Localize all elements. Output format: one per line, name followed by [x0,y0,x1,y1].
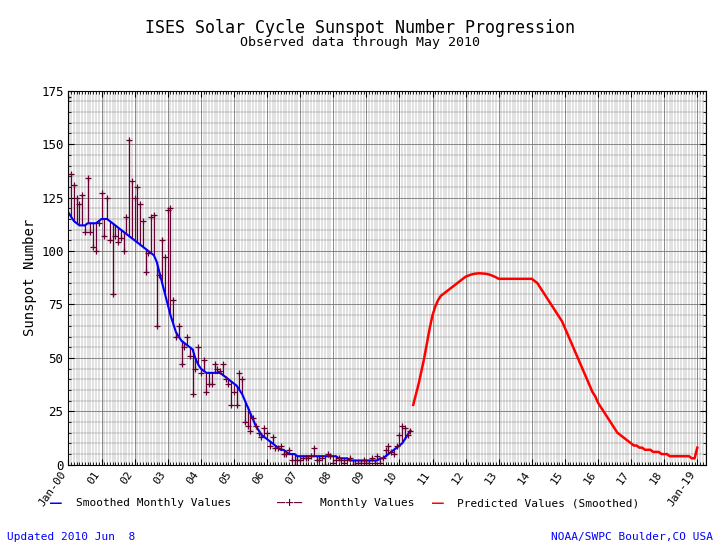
Text: NOAA/SWPC Boulder,CO USA: NOAA/SWPC Boulder,CO USA [551,532,713,542]
Text: Smoothed Monthly Values: Smoothed Monthly Values [76,498,231,508]
Text: —: — [432,494,444,513]
Text: Updated 2010 Jun  8: Updated 2010 Jun 8 [7,532,135,542]
Text: —: — [50,494,62,513]
Text: Predicted Values (Smoothed): Predicted Values (Smoothed) [457,498,639,508]
Text: Monthly Values: Monthly Values [320,498,415,508]
Text: —+—: —+— [277,496,302,510]
Y-axis label: Sunspot Number: Sunspot Number [23,219,37,337]
Text: Observed data through May 2010: Observed data through May 2010 [240,36,480,49]
Text: ISES Solar Cycle Sunspot Number Progression: ISES Solar Cycle Sunspot Number Progress… [145,19,575,37]
